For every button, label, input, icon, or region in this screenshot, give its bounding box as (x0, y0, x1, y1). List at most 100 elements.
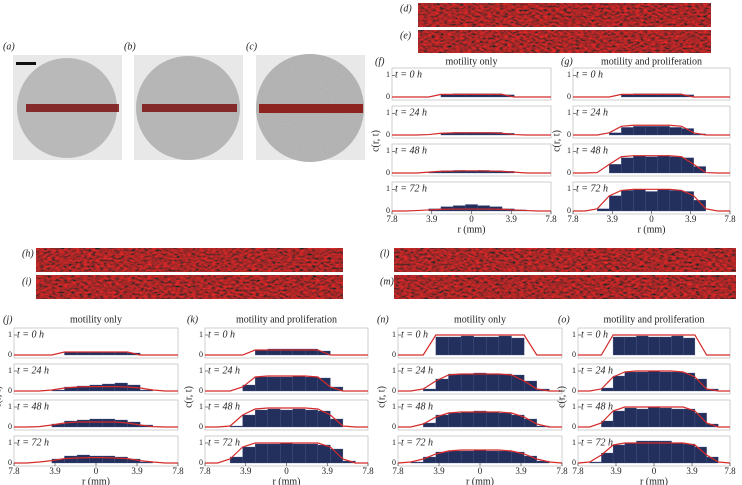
histogram-bar (683, 408, 696, 428)
histogram-bar (609, 132, 622, 136)
histogram-bar (671, 408, 684, 428)
histogram-bar (330, 448, 344, 464)
panel-label: (o) (558, 314, 570, 325)
model-curve (392, 132, 551, 136)
histogram-bar (621, 190, 634, 212)
x-tick-label: 0 (469, 214, 474, 224)
histogram-bar (659, 440, 672, 464)
x-axis-label: r (mm) (82, 476, 110, 485)
histogram-bar (89, 384, 103, 392)
histogram-bar (624, 371, 637, 392)
histogram-bar (242, 414, 256, 428)
y-tick-label: 1 (392, 402, 396, 411)
y-tick-label: 0 (386, 168, 390, 177)
model-curve (578, 406, 730, 428)
panel-label: (e) (400, 30, 412, 41)
histogram-bar (448, 336, 462, 356)
histogram-bar (694, 412, 707, 428)
histogram-bar (267, 376, 281, 392)
time-label: t = 0 h (395, 69, 422, 80)
y-tick-label: 1 (567, 70, 571, 79)
histogram-bar (621, 127, 634, 136)
histogram-bar (524, 418, 537, 428)
histogram-bar (636, 408, 649, 428)
histogram-bar (242, 446, 256, 464)
x-tick-label: 3.9 (515, 466, 527, 476)
histogram-bar (102, 455, 116, 464)
histogram-bar (229, 425, 243, 428)
histogram-bar (280, 376, 293, 392)
x-tick-label: 3.9 (240, 466, 252, 476)
histogram-bar (102, 383, 116, 392)
time-label: t = 48 h (576, 145, 608, 156)
histogram-bar (280, 409, 293, 428)
histogram-bar (453, 205, 466, 212)
histogram-bar (659, 336, 672, 356)
photos (13, 54, 365, 162)
histogram-bar (645, 191, 658, 212)
panel-title: motility and proliferation (603, 314, 704, 325)
x-tick-label: 7.8 (556, 466, 568, 476)
x-tick-label: 3.9 (433, 466, 445, 476)
y-tick-label: 0 (567, 92, 571, 101)
time-label: t = 72 h (401, 437, 433, 448)
row-frame (577, 363, 731, 395)
row-frame (391, 67, 552, 101)
histogram-bar (460, 373, 474, 392)
histogram-bar (624, 407, 637, 428)
x-tick-label: 0 (94, 466, 99, 476)
model-curve (397, 449, 563, 464)
histogram-bar (636, 335, 649, 356)
histogram-bar (657, 126, 670, 136)
y-tick-label: 1 (392, 366, 396, 375)
time-label: t = 48 h (17, 401, 49, 412)
time-label: t = 72 h (17, 437, 49, 448)
histogram-bar (671, 335, 684, 356)
histogram-bar (460, 335, 474, 356)
y-tick-label: 1 (8, 366, 12, 375)
time-label: t = 24 h (208, 365, 240, 376)
histogram-bar (589, 461, 602, 464)
y-tick-label: 0 (199, 350, 203, 359)
panel-label: (c) (246, 41, 258, 52)
histogram-bar (681, 128, 694, 136)
histogram-bar (645, 126, 658, 136)
row-frame (204, 363, 369, 395)
histogram-bar (694, 378, 707, 392)
panel-label: (d) (400, 3, 412, 14)
x-tick-label: 7.8 (724, 466, 736, 476)
y-tick-label: 0 (199, 386, 203, 395)
panel-label: (n) (377, 314, 389, 325)
y-tick-label: 1 (572, 366, 576, 375)
panel-label: (i) (22, 276, 32, 287)
model-curve (577, 442, 731, 464)
histogram-bar (305, 409, 318, 428)
row-frame (572, 105, 731, 139)
model-curve (398, 411, 562, 428)
panel-label: (h) (22, 248, 34, 259)
histogram-bar (448, 412, 462, 428)
x-tick-label: 0 (652, 466, 657, 476)
panel-label: (b) (124, 41, 136, 52)
x-tick-label: 7.8 (392, 466, 404, 476)
y-tick-label: 1 (386, 108, 390, 117)
y-tick-label: 0 (8, 386, 12, 395)
histogram-bar (601, 387, 614, 392)
histogram-bar (498, 412, 512, 428)
x-tick-label: 7.8 (199, 466, 211, 476)
histogram-bar (612, 444, 625, 464)
panel-title: motility and proliferation (236, 314, 337, 325)
histogram-bar (633, 189, 646, 212)
histogram-bar (621, 94, 634, 98)
fluorescence-strip (418, 30, 711, 53)
histogram-bar (645, 156, 658, 174)
x-tick-label: 3.9 (506, 214, 518, 224)
time-label: t = 0 h (17, 329, 44, 340)
histogram-bar (435, 378, 449, 392)
histogram-bar (435, 336, 449, 356)
time-label: t = 48 h (208, 401, 240, 412)
y-tick-label: 1 (199, 438, 203, 447)
scale-bar (16, 62, 36, 65)
y-tick-label: 0 (199, 458, 203, 467)
y-tick-label: 1 (572, 402, 576, 411)
